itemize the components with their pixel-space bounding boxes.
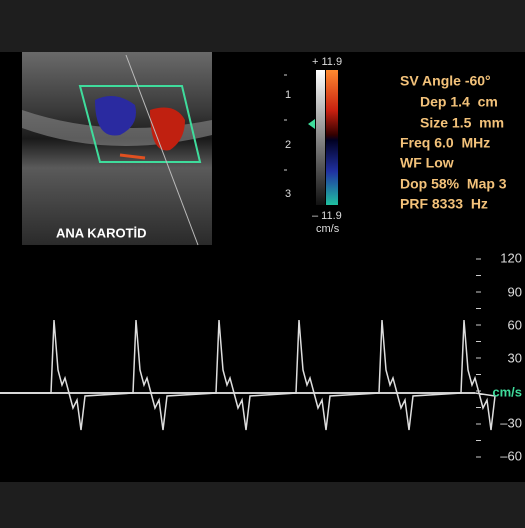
scale-unit: cm/s	[492, 384, 522, 399]
scale-tick: –60	[500, 448, 522, 463]
setting: Size 1.5 mm	[420, 115, 504, 131]
gray-bar	[316, 70, 325, 205]
setting: PRF 8333 Hz	[400, 196, 488, 212]
depth-marks: 1 2 3	[285, 89, 291, 200]
b-mode-image	[22, 52, 212, 245]
top-bar	[0, 0, 525, 52]
scale-tick: 60	[508, 317, 522, 332]
color-bar-bottom: – 11.9	[312, 210, 342, 222]
depth-mark: 3	[285, 188, 291, 200]
setting: Dop 58% Map 3	[400, 176, 507, 192]
setting: Freq 6.0 MHz	[400, 135, 490, 151]
scale-tick: –30	[500, 415, 522, 430]
depth-mark: 2	[285, 139, 291, 151]
color-bar	[326, 70, 338, 205]
velocity-scale: 120 90 60 30 cm/s –30 –60	[492, 250, 522, 463]
bottom-bar	[0, 482, 525, 528]
color-bar-top: + 11.9	[312, 56, 342, 68]
scale-tick: 90	[508, 284, 522, 299]
color-bar-unit: cm/s	[316, 223, 340, 235]
doppler-waveform	[0, 320, 495, 430]
setting: SV Angle -60°	[400, 73, 491, 89]
scale-tick: 30	[508, 350, 522, 365]
depth-mark: 1	[285, 89, 291, 101]
scale-tick: 120	[500, 250, 522, 265]
gate-marker	[308, 119, 315, 129]
ultrasound-screen: ANA KAROTİD 1 2 3 + 11.9 – 11.9 cm/s SV …	[0, 0, 525, 528]
setting: Dep 1.4 cm	[420, 94, 498, 110]
image-label: ANA KAROTİD	[56, 225, 147, 240]
setting: WF Low	[400, 155, 454, 171]
